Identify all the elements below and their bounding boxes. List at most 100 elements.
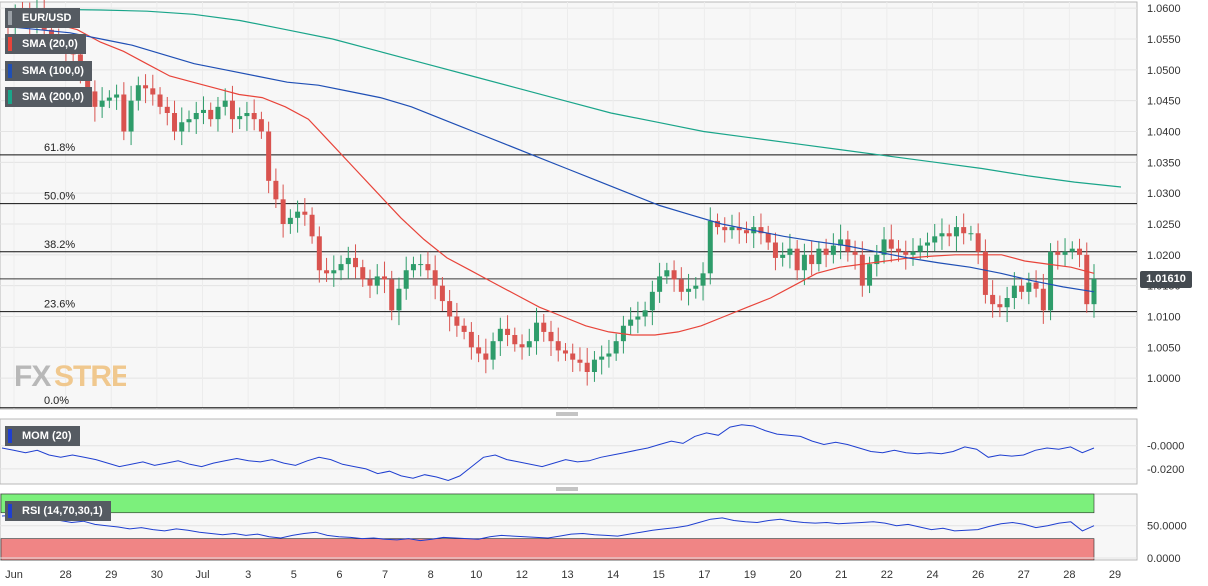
candle-bearish <box>121 94 127 132</box>
candle-bearish <box>229 100 235 120</box>
time-axis-tick-label: 26 <box>972 569 984 581</box>
time-axis-tick-label: 12 <box>516 569 528 581</box>
candle-bullish <box>128 100 134 132</box>
candle-bearish <box>266 131 272 181</box>
legend-sma-20-label: SMA (20,0) <box>22 38 78 50</box>
rsi-axis-tick-label: 50.0000 <box>1147 521 1187 533</box>
candle-bearish <box>982 251 988 295</box>
candle-bearish <box>454 316 460 326</box>
price-axis-tick-label: 1.0600 <box>1147 3 1181 15</box>
legend-rsi-swatch <box>8 504 12 518</box>
candle-bullish <box>135 85 141 101</box>
time-axis-tick-label: 5 <box>291 569 297 581</box>
legend-symbol-label: EUR/USD <box>22 12 72 24</box>
candle-bullish <box>838 239 844 246</box>
candle-bullish <box>881 239 887 255</box>
candle-bullish <box>418 264 424 266</box>
candle-bearish <box>172 113 178 132</box>
candle-bullish <box>497 328 503 342</box>
price-axis-tick-label: 1.0300 <box>1147 188 1181 200</box>
candle-bullish <box>686 288 692 292</box>
candle-bullish <box>237 116 243 120</box>
time-axis-tick-label: 24 <box>926 569 938 581</box>
candle-bearish <box>671 270 677 280</box>
time-axis-tick-label: 30 <box>151 569 163 581</box>
price-axis-tick-label: 1.0000 <box>1147 373 1181 385</box>
fxstreet-logo-mark: FX STREET <box>14 360 168 393</box>
candle-bearish <box>961 227 967 234</box>
candle-bearish <box>570 353 576 360</box>
candle-bearish <box>353 257 359 268</box>
time-axis-tick-label: 20 <box>790 569 802 581</box>
candle-bearish <box>765 233 771 243</box>
fibonacci-level-label: 23.6% <box>44 299 75 311</box>
candle-bullish <box>222 100 228 107</box>
price-axis-tick-label: 1.0100 <box>1147 312 1181 324</box>
candle-bullish <box>591 359 597 372</box>
candle-bearish <box>425 264 431 271</box>
candle-bullish <box>801 254 807 271</box>
candle-bearish <box>743 230 749 234</box>
candle-bearish <box>360 267 366 280</box>
candle-bearish <box>548 331 554 342</box>
price-axis-tick-label: 1.0050 <box>1147 342 1181 354</box>
mom-line <box>1 424 1095 482</box>
candle-bullish <box>200 109 206 113</box>
candle-bearish <box>1077 248 1083 255</box>
candle-bearish <box>888 239 894 249</box>
candle-bearish <box>809 254 815 265</box>
candle-bullish <box>244 113 250 117</box>
candle-bullish <box>1062 251 1068 255</box>
legend-symbol: EUR/USD <box>5 8 80 28</box>
candle-bullish <box>1048 251 1054 311</box>
candle-bullish <box>1011 285 1017 298</box>
candle-bearish <box>736 227 742 231</box>
candle-bullish <box>917 245 923 252</box>
candle-bearish <box>164 106 170 113</box>
legend-mom: MOM (20) <box>5 426 80 446</box>
candle-bullish <box>331 270 337 274</box>
candle-bullish <box>693 285 699 289</box>
legend-sma-100-swatch <box>8 64 12 78</box>
panel-2-background <box>0 418 1138 485</box>
sma-line-1 <box>7 13 1095 336</box>
legend-mom-label: MOM (20) <box>22 430 72 442</box>
fibonacci-level-label: 50.0% <box>44 191 75 203</box>
candle-bearish <box>1084 254 1090 305</box>
candle-bearish <box>468 331 474 348</box>
candle-bearish <box>722 227 728 231</box>
legend-mom-swatch <box>8 429 12 443</box>
candle-bearish <box>157 94 163 107</box>
legend-sma-100: SMA (100,0) <box>5 61 92 81</box>
current-price-tag: 1.01610 <box>1140 270 1192 288</box>
fibonacci-level-label: 61.8% <box>44 142 75 154</box>
candle-bearish <box>975 233 981 252</box>
candle-bullish <box>635 316 641 320</box>
candle-bearish <box>251 113 257 120</box>
candle-bearish <box>150 88 156 95</box>
candle-bullish <box>99 100 105 107</box>
candle-bullish <box>729 227 735 231</box>
legend-symbol-swatch <box>8 11 12 25</box>
candle-bullish <box>874 254 880 265</box>
candle-bullish <box>396 288 402 311</box>
time-axis-tick-label: 15 <box>653 569 665 581</box>
candle-bullish <box>830 245 836 255</box>
rsi-overbought-zone <box>0 493 1095 514</box>
candle-bearish <box>903 251 909 255</box>
candle-bearish <box>715 220 721 228</box>
candle-bullish <box>867 264 873 286</box>
candle-bearish <box>519 344 525 348</box>
time-axis-tick-label: 29 <box>1109 569 1121 581</box>
candle-bullish <box>657 276 663 292</box>
candle-bearish <box>280 199 286 224</box>
candle-bearish <box>439 285 445 302</box>
legend-sma-200: SMA (200,0) <box>5 87 92 107</box>
candle-bullish <box>287 217 293 224</box>
candle-bearish <box>483 353 489 360</box>
price-axis-tick-label: 1.0500 <box>1147 65 1181 77</box>
candle-bearish <box>258 119 264 132</box>
candle-bearish <box>562 350 568 354</box>
candle-bearish <box>859 254 865 286</box>
candle-bearish <box>143 85 149 89</box>
